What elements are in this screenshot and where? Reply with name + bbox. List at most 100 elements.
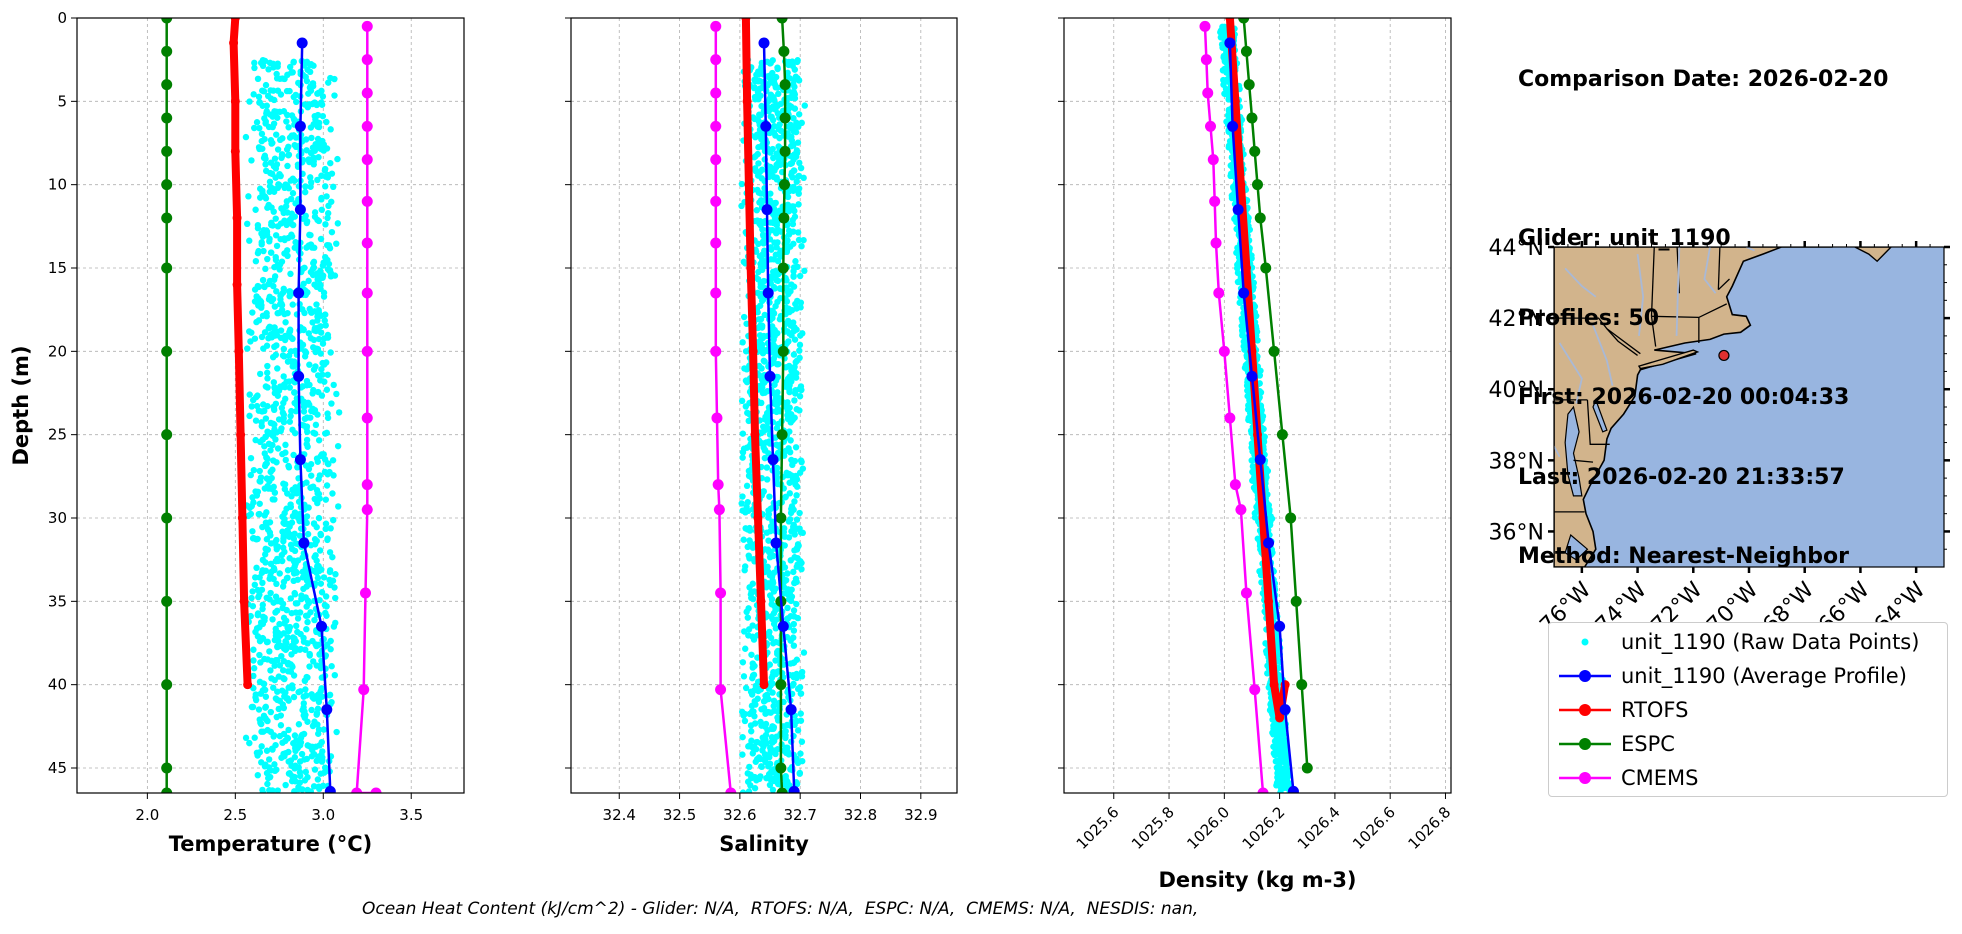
raw-data-point xyxy=(251,734,258,741)
raw-data-point xyxy=(777,100,784,108)
raw-data-point xyxy=(327,349,334,356)
raw-data-point xyxy=(287,270,294,278)
raw-data-point xyxy=(256,124,263,132)
raw-data-point xyxy=(316,596,323,604)
raw-data-point xyxy=(329,457,337,464)
raw-data-point xyxy=(301,756,308,763)
raw-data-point xyxy=(272,741,279,749)
raw-data-point xyxy=(262,433,269,441)
raw-data-point xyxy=(796,770,803,777)
raw-data-point xyxy=(759,734,766,741)
raw-data-point xyxy=(322,496,330,503)
raw-data-point xyxy=(284,252,291,260)
raw-data-point xyxy=(291,591,299,598)
raw-data-point xyxy=(264,482,271,490)
raw-data-point xyxy=(253,564,260,572)
raw-data-point xyxy=(285,770,293,777)
raw-data-point xyxy=(746,537,753,544)
series-marker xyxy=(1290,595,1302,607)
raw-data-point xyxy=(298,750,306,758)
raw-data-point xyxy=(276,570,283,577)
legend-label-espc: ESPC xyxy=(1621,732,1675,756)
location-map: 44°N42°N40°N38°N36°N76°W74°W72°W70°W68°W… xyxy=(1489,236,1950,638)
raw-data-point xyxy=(279,667,287,674)
raw-data-point xyxy=(326,567,334,574)
series-marker xyxy=(748,346,758,356)
series-marker xyxy=(1301,762,1313,774)
raw-data-point xyxy=(787,557,794,564)
series-marker xyxy=(1205,120,1217,132)
raw-data-point xyxy=(247,612,254,620)
raw-data-point xyxy=(274,643,281,650)
y-tick-label: 35 xyxy=(48,592,67,610)
comparison-date-text: Comparison Date: 2026-02-20 xyxy=(1518,67,1889,92)
raw-data-point xyxy=(270,96,278,104)
raw-data-point xyxy=(244,220,251,228)
raw-data-point xyxy=(768,93,776,100)
series-marker xyxy=(767,454,779,466)
series-line xyxy=(1242,18,1309,769)
raw-data-point xyxy=(278,154,285,162)
raw-data-point xyxy=(270,64,277,71)
series-marker xyxy=(1207,154,1219,166)
series-marker xyxy=(710,120,722,132)
series-marker xyxy=(1224,412,1236,424)
raw-data-point xyxy=(303,219,310,227)
raw-data-point xyxy=(276,181,283,189)
raw-data-point xyxy=(754,654,761,661)
raw-data-point xyxy=(307,179,315,186)
raw-data-point xyxy=(754,186,761,194)
raw-data-point xyxy=(783,246,791,253)
raw-data-point xyxy=(268,204,275,211)
legend-item-average: unit_1190 (Average Profile) xyxy=(1549,661,1949,691)
series-line xyxy=(762,42,796,792)
raw-data-point xyxy=(280,345,288,353)
raw-data-point xyxy=(324,371,331,378)
raw-data-point xyxy=(287,668,295,675)
raw-data-point xyxy=(260,226,267,234)
raw-data-point xyxy=(281,693,288,700)
raw-data-point xyxy=(742,509,749,516)
series-marker xyxy=(1249,145,1261,157)
series-marker xyxy=(361,345,373,357)
raw-data-point xyxy=(280,285,287,293)
raw-data-point xyxy=(774,480,781,488)
raw-data-point xyxy=(768,596,776,603)
raw-data-point xyxy=(796,525,803,532)
raw-data-point xyxy=(793,406,800,413)
raw-data-point xyxy=(292,568,300,575)
series-marker xyxy=(294,120,306,132)
raw-data-point xyxy=(303,77,311,85)
raw-data-point xyxy=(756,168,764,176)
raw-data-point xyxy=(288,642,295,650)
raw-data-point xyxy=(750,636,758,643)
raw-data-point xyxy=(776,121,783,128)
raw-data-point xyxy=(795,201,802,208)
raw-data-point xyxy=(303,377,311,385)
raw-data-point xyxy=(273,332,281,339)
raw-data-point xyxy=(790,114,797,122)
raw-data-point xyxy=(791,498,798,505)
raw-data-point xyxy=(760,218,768,226)
raw-data-point xyxy=(793,717,801,725)
raw-data-point xyxy=(245,512,252,520)
raw-data-point xyxy=(264,92,272,100)
raw-data-point xyxy=(269,113,276,120)
raw-data-point xyxy=(748,728,755,735)
raw-data-point xyxy=(770,588,778,595)
raw-data-point xyxy=(307,83,314,90)
raw-data-point xyxy=(291,530,298,538)
raw-data-point xyxy=(303,626,310,633)
series-marker xyxy=(321,704,333,716)
last-profile-time-text: Last: 2026-02-20 21:33:57 xyxy=(1518,464,1845,490)
long-island xyxy=(1637,349,1700,370)
raw-data-point xyxy=(316,651,323,658)
raw-data-point xyxy=(294,628,301,636)
series-marker xyxy=(1254,454,1266,466)
raw-data-point xyxy=(797,558,804,565)
raw-data-point xyxy=(310,783,318,790)
raw-data-point xyxy=(319,93,327,100)
raw-data-point xyxy=(294,514,302,522)
raw-data-point xyxy=(287,503,295,511)
raw-data-point xyxy=(311,430,319,437)
